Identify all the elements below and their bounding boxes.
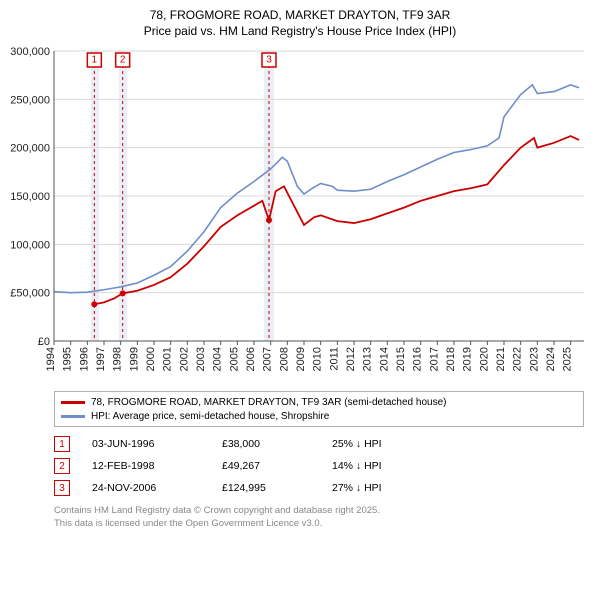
svg-text:2021: 2021	[495, 347, 507, 371]
svg-text:2009: 2009	[295, 347, 307, 371]
event-row: 2 12-FEB-1998£49,26714% ↓ HPI	[54, 455, 584, 477]
svg-text:£300,000: £300,000	[10, 46, 50, 58]
svg-text:3: 3	[266, 55, 272, 66]
svg-text:1994: 1994	[45, 347, 57, 371]
svg-text:2023: 2023	[528, 347, 540, 371]
svg-text:2003: 2003	[195, 347, 207, 371]
attribution: Contains HM Land Registry data © Crown c…	[54, 505, 590, 530]
event-pct: 25% ↓ HPI	[332, 438, 442, 450]
svg-text:2011: 2011	[328, 347, 340, 371]
svg-text:2: 2	[120, 55, 126, 66]
legend-label: HPI: Average price, semi-detached house,…	[91, 411, 329, 422]
event-marker: 2	[54, 458, 70, 474]
svg-text:2018: 2018	[445, 347, 457, 371]
legend-item: 78, FROGMORE ROAD, MARKET DRAYTON, TF9 3…	[61, 395, 577, 409]
svg-text:2007: 2007	[262, 347, 274, 371]
svg-text:1998: 1998	[112, 347, 124, 371]
svg-text:2013: 2013	[362, 347, 374, 371]
svg-text:2010: 2010	[312, 347, 324, 371]
svg-text:1996: 1996	[78, 347, 90, 371]
event-price: £124,995	[222, 482, 332, 494]
svg-text:2006: 2006	[245, 347, 257, 371]
svg-text:2012: 2012	[345, 347, 357, 371]
title-address: 78, FROGMORE ROAD, MARKET DRAYTON, TF9 3…	[10, 8, 590, 24]
svg-text:2005: 2005	[228, 347, 240, 371]
title-subtitle: Price paid vs. HM Land Registry's House …	[10, 24, 590, 40]
svg-text:2000: 2000	[145, 347, 157, 371]
event-marker: 3	[54, 480, 70, 496]
svg-text:2004: 2004	[212, 347, 224, 371]
events-table: 1 03-JUN-1996£38,00025% ↓ HPI 2 12-FEB-1998…	[54, 433, 584, 499]
chart-plot-area: 1 2 3 £0 £50,000 £100,000 £150,000 £200,000 £250…	[10, 45, 590, 385]
svg-text:1995: 1995	[62, 347, 74, 371]
event-pct: 27% ↓ HPI	[332, 482, 442, 494]
svg-text:£100,000: £100,000	[10, 240, 50, 252]
event-row: 3 24-NOV-2006£124,99527% ↓ HPI	[54, 477, 584, 499]
chart-title: 78, FROGMORE ROAD, MARKET DRAYTON, TF9 3…	[10, 8, 590, 39]
svg-text:2001: 2001	[162, 347, 174, 371]
svg-text:1: 1	[92, 55, 98, 66]
svg-text:£150,000: £150,000	[10, 191, 50, 203]
svg-text:2025: 2025	[562, 347, 574, 371]
svg-text:2022: 2022	[512, 347, 524, 371]
svg-text:2008: 2008	[278, 347, 290, 371]
legend-swatch	[61, 401, 85, 404]
svg-text:2014: 2014	[378, 347, 390, 371]
svg-text:2015: 2015	[395, 347, 407, 371]
legend: 78, FROGMORE ROAD, MARKET DRAYTON, TF9 3…	[54, 391, 584, 427]
svg-text:2017: 2017	[428, 347, 440, 371]
event-row: 1 03-JUN-1996£38,00025% ↓ HPI	[54, 433, 584, 455]
svg-text:2002: 2002	[178, 347, 190, 371]
svg-text:2019: 2019	[462, 347, 474, 371]
event-pct: 14% ↓ HPI	[332, 460, 442, 472]
svg-text:1999: 1999	[128, 347, 140, 371]
svg-text:£0: £0	[38, 336, 50, 348]
event-date: 24-NOV-2006	[92, 482, 222, 494]
legend-label: 78, FROGMORE ROAD, MARKET DRAYTON, TF9 3…	[91, 397, 446, 408]
svg-text:£250,000: £250,000	[10, 95, 50, 107]
attribution-line: This data is licensed under the Open Gov…	[54, 518, 590, 530]
chart-svg: 1 2 3 £0 £50,000 £100,000 £150,000 £200,000 £250…	[10, 45, 590, 385]
svg-text:2024: 2024	[545, 347, 557, 371]
legend-item: HPI: Average price, semi-detached house,…	[61, 409, 577, 423]
attribution-line: Contains HM Land Registry data © Crown c…	[54, 505, 590, 517]
event-price: £38,000	[222, 438, 332, 450]
svg-text:£200,000: £200,000	[10, 143, 50, 155]
chart-container: 78, FROGMORE ROAD, MARKET DRAYTON, TF9 3…	[0, 0, 600, 590]
event-price: £49,267	[222, 460, 332, 472]
legend-swatch	[61, 415, 85, 418]
svg-text:2016: 2016	[412, 347, 424, 371]
svg-text:£50,000: £50,000	[10, 288, 50, 300]
svg-text:2020: 2020	[478, 347, 490, 371]
svg-text:1997: 1997	[95, 347, 107, 371]
event-date: 12-FEB-1998	[92, 460, 222, 472]
event-date: 03-JUN-1996	[92, 438, 222, 450]
event-marker: 1	[54, 436, 70, 452]
